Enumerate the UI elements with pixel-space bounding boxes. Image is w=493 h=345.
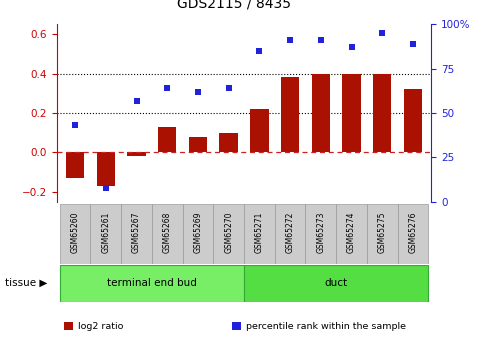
Bar — [66, 152, 84, 178]
Text: GSM65261: GSM65261 — [102, 212, 110, 253]
Point — [71, 123, 79, 128]
Bar — [127, 152, 146, 156]
Text: GSM65274: GSM65274 — [347, 212, 356, 253]
Bar — [306, 204, 336, 264]
Text: GSM65270: GSM65270 — [224, 212, 233, 253]
Text: log2 ratio: log2 ratio — [78, 322, 123, 331]
Point — [133, 98, 141, 103]
Bar — [342, 73, 361, 152]
Text: tissue ▶: tissue ▶ — [5, 278, 47, 288]
Point — [348, 45, 355, 50]
Bar — [213, 204, 244, 264]
Bar — [244, 204, 275, 264]
Text: GSM65272: GSM65272 — [285, 212, 295, 253]
Text: GSM65267: GSM65267 — [132, 212, 141, 253]
Text: duct: duct — [324, 278, 348, 288]
Bar — [152, 204, 182, 264]
Bar — [373, 73, 391, 152]
Bar — [367, 204, 397, 264]
Bar — [336, 204, 367, 264]
Bar — [404, 89, 422, 152]
Bar — [97, 152, 115, 186]
Text: GSM65273: GSM65273 — [317, 212, 325, 253]
Point — [163, 85, 171, 91]
Bar — [91, 204, 121, 264]
Point — [225, 85, 233, 91]
Bar — [182, 204, 213, 264]
Text: GSM65276: GSM65276 — [408, 212, 418, 253]
Point — [255, 48, 263, 53]
Bar — [244, 265, 428, 302]
Bar — [60, 265, 244, 302]
Bar — [250, 109, 269, 152]
Point — [409, 41, 417, 47]
Text: terminal end bud: terminal end bud — [107, 278, 197, 288]
Bar — [121, 204, 152, 264]
Text: GSM65275: GSM65275 — [378, 212, 387, 253]
Bar — [158, 127, 176, 152]
Point — [378, 30, 386, 36]
Text: GDS2115 / 8435: GDS2115 / 8435 — [177, 0, 291, 10]
Text: GSM65269: GSM65269 — [193, 212, 203, 253]
Text: GSM65271: GSM65271 — [255, 212, 264, 253]
Bar — [60, 204, 91, 264]
Bar — [281, 77, 299, 152]
Point — [194, 89, 202, 95]
Bar — [397, 204, 428, 264]
Bar — [312, 73, 330, 152]
Point — [317, 37, 325, 43]
Point — [102, 185, 110, 190]
Text: GSM65268: GSM65268 — [163, 212, 172, 253]
Bar — [219, 133, 238, 152]
Point — [286, 37, 294, 43]
Bar — [275, 204, 306, 264]
Bar — [189, 137, 207, 152]
Text: percentile rank within the sample: percentile rank within the sample — [246, 322, 406, 331]
Text: GSM65260: GSM65260 — [70, 212, 80, 253]
